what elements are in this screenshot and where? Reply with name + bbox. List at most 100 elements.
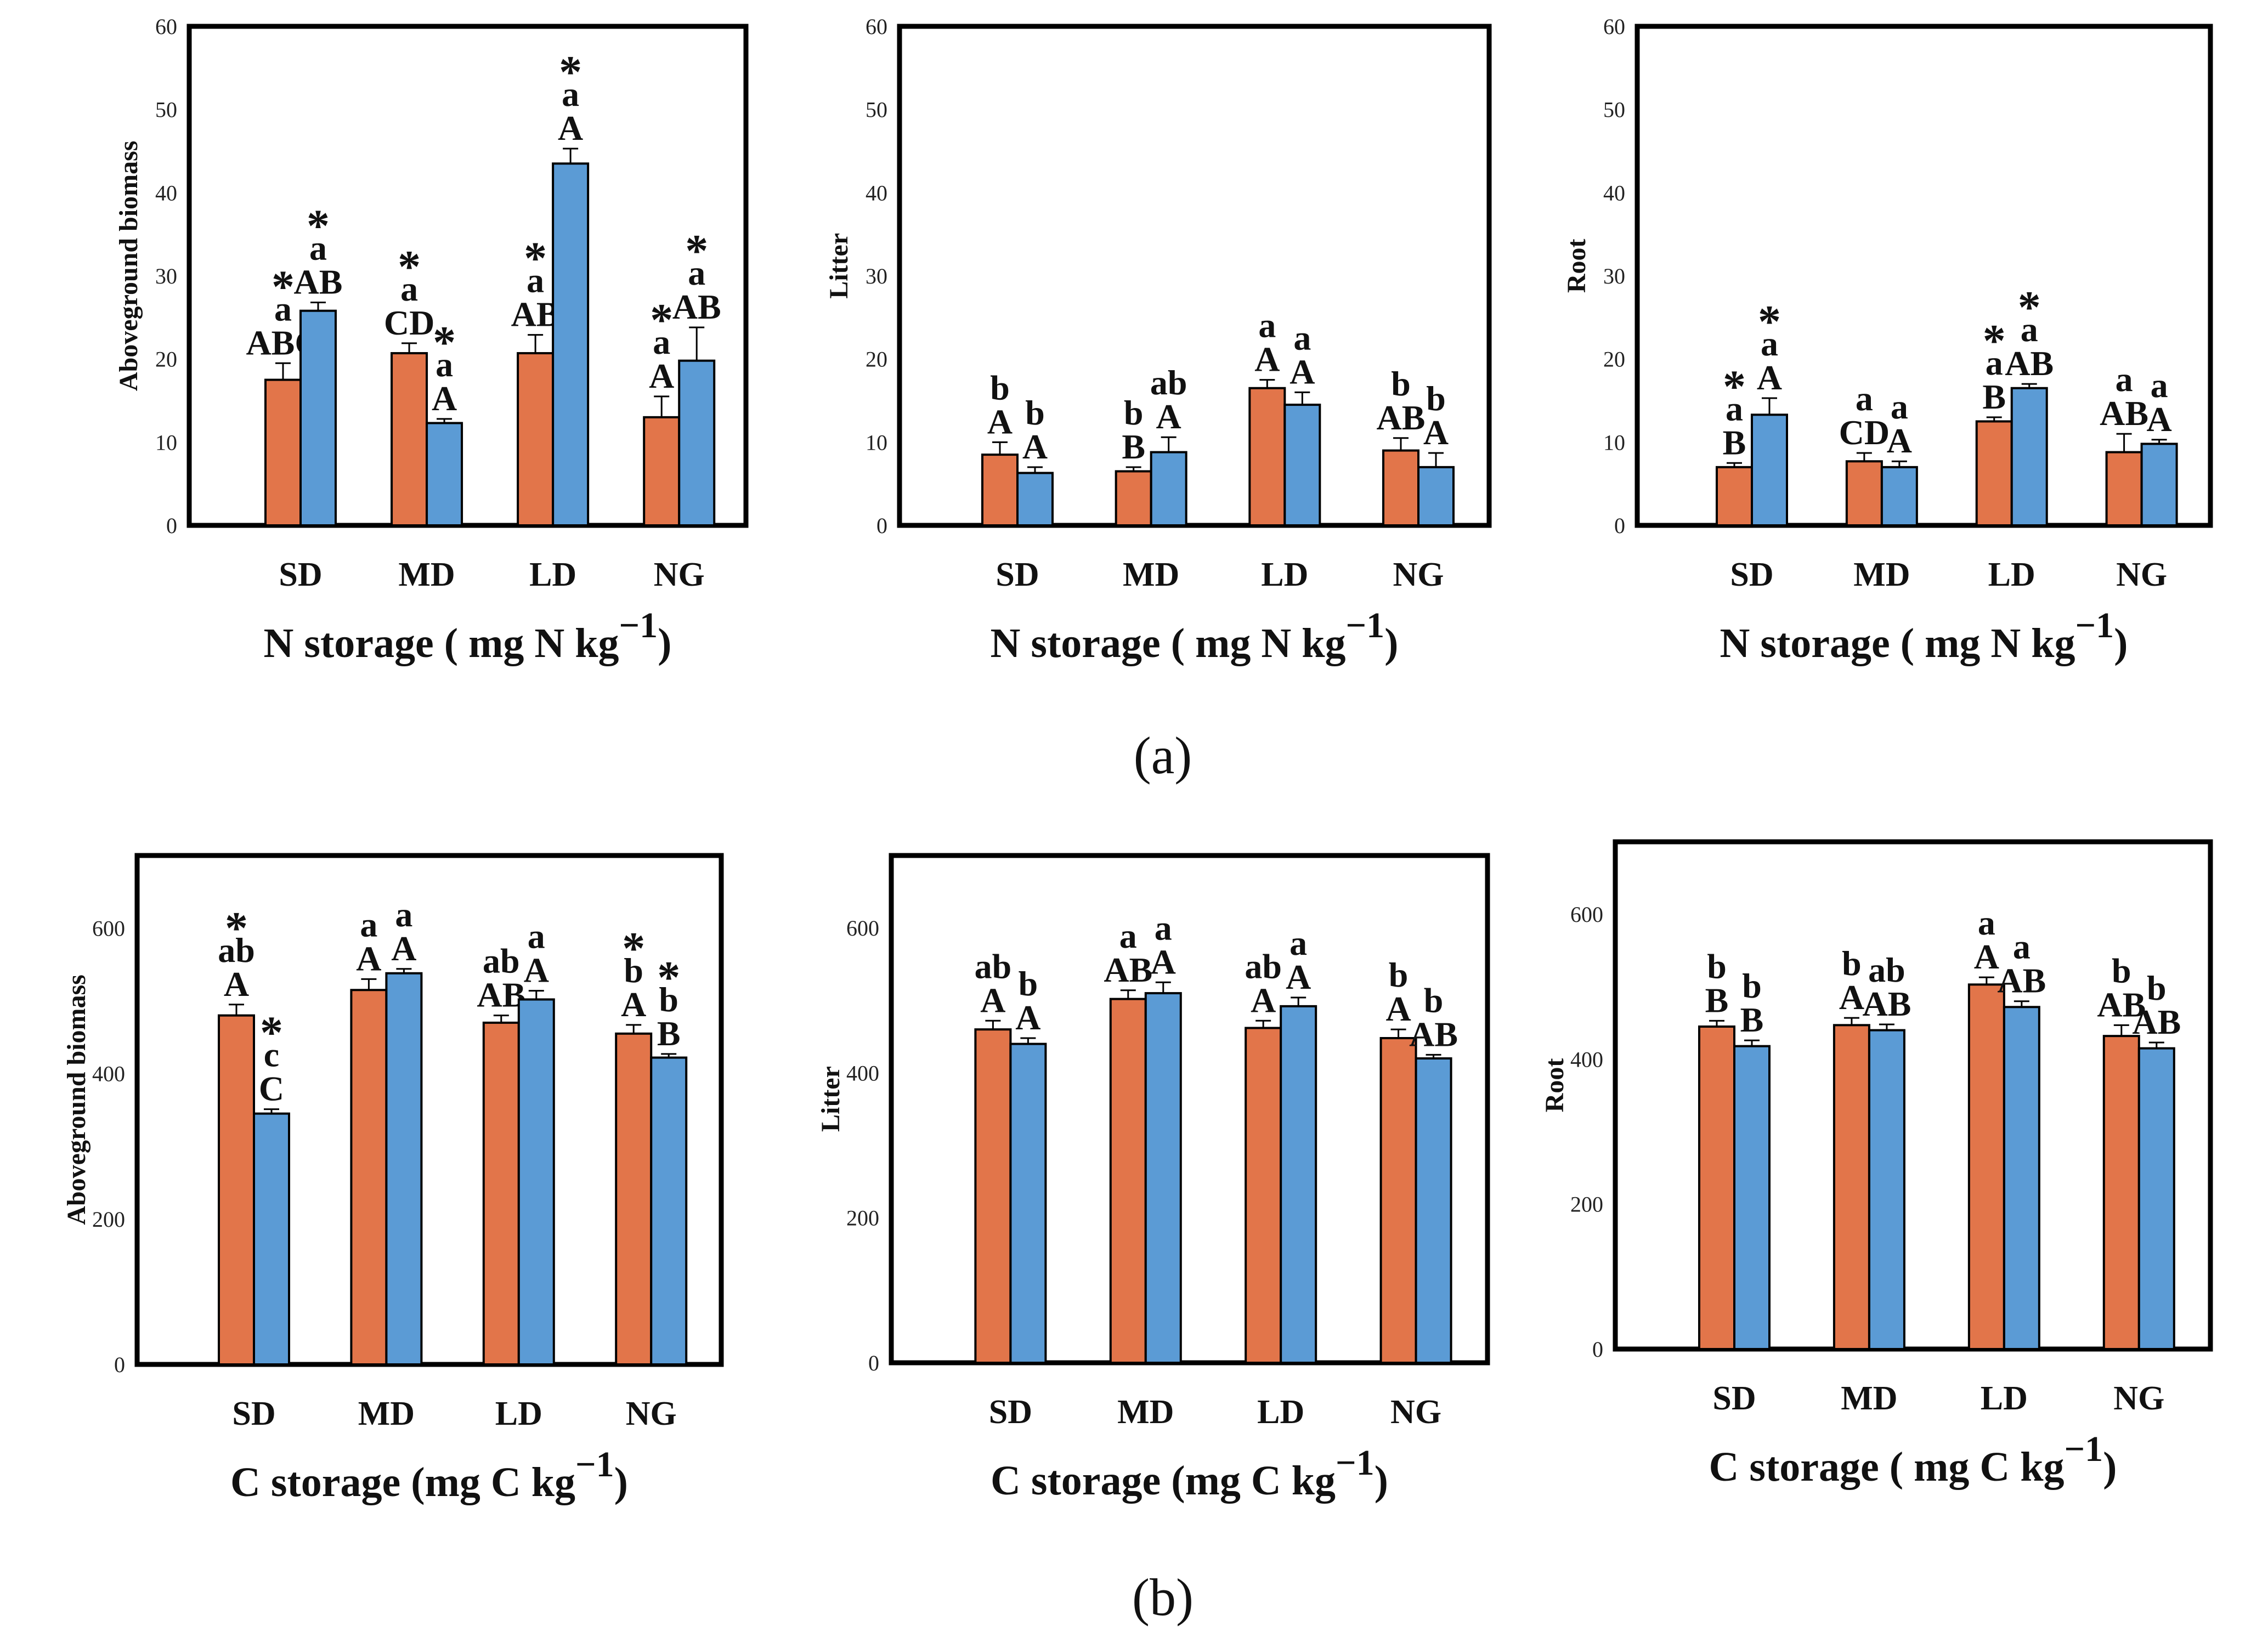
significance-letter: A (1254, 340, 1280, 379)
bar (253, 1112, 290, 1366)
y-tick-label: 50 (155, 98, 177, 122)
bar (1833, 1024, 1870, 1350)
significance-letter: ab (975, 947, 1012, 985)
x-axis-label: N storage ( mg N kg−1) (1720, 605, 2128, 666)
significance-letter: A (1289, 352, 1315, 391)
significance-letter: b (1019, 964, 1038, 1003)
significance-star: * (559, 47, 582, 98)
significance-star: * (657, 952, 680, 1003)
significance-letter: a (395, 895, 412, 934)
bar (1245, 1027, 1282, 1364)
x-axis-label: N storage ( mg N kg−1) (991, 605, 1399, 666)
significance-letter: a (1289, 924, 1307, 962)
x-tick-label: MD (1841, 1380, 1897, 1417)
x-tick-label: LD (1981, 1380, 2028, 1417)
bar (1283, 404, 1321, 526)
bar (650, 1056, 688, 1366)
significance-letter: ab (1150, 363, 1187, 402)
x-axis-label: C storage (mg C kg−1) (991, 1443, 1388, 1504)
x-tick-label: MD (1123, 556, 1179, 593)
bar (2140, 443, 2178, 526)
significance-letter: a (360, 905, 377, 944)
significance-letter: AB (477, 976, 525, 1015)
plot-frame (897, 24, 1492, 528)
x-tick-label: LD (1261, 556, 1308, 593)
x-tick-label: NG (2113, 1380, 2164, 1417)
significance-letter: b (1707, 947, 1727, 985)
y-tick-label: 60 (1603, 14, 1625, 39)
bar (517, 352, 555, 526)
y-tick-label: 40 (1603, 180, 1625, 205)
significance-letter: A (1839, 978, 1864, 1017)
y-tick-label: 60 (155, 14, 177, 39)
significance-letter: A (356, 939, 381, 978)
bar (2137, 1047, 2175, 1351)
y-tick-label: 0 (876, 513, 887, 538)
significance-letter: b (1842, 944, 1862, 983)
significance-letter: b (1391, 364, 1411, 403)
significance-letter: A (391, 929, 416, 968)
significance-letter: AB (672, 287, 721, 326)
significance-letter: B (1122, 427, 1145, 466)
significance-letter: a (2151, 366, 2168, 405)
significance-letter: b (2112, 951, 2131, 990)
bar (1698, 1025, 1735, 1350)
significance-letter: b (1389, 955, 1409, 994)
y-tick-label: 40 (155, 180, 177, 205)
x-tick-label: NG (626, 1395, 677, 1432)
significance-letter: a (435, 345, 453, 384)
bar (643, 416, 681, 526)
bar (1975, 420, 2013, 527)
x-tick-label: MD (1117, 1393, 1174, 1431)
y-tick-label: 0 (114, 1352, 125, 1377)
x-tick-label: MD (358, 1395, 415, 1432)
significance-letter: AB (2100, 394, 2148, 433)
bar (1716, 466, 1753, 526)
significance-letter: a (1293, 318, 1311, 357)
significance-letter: C (259, 1069, 284, 1108)
x-tick-label: LD (1988, 556, 2035, 593)
significance-letter: a (274, 289, 292, 328)
significance-letter: CD (384, 303, 434, 342)
significance-letter: b (1742, 966, 1762, 1005)
significance-letter: a (1258, 306, 1276, 345)
x-tick-label: NG (2116, 556, 2167, 593)
significance-letter: a (1155, 908, 1172, 947)
significance-star: * (622, 923, 645, 974)
y-tick-label: 20 (155, 347, 177, 372)
y-tick-label: 200 (846, 1206, 879, 1231)
y-tick-label: 600 (1570, 902, 1603, 927)
y-tick-label: 40 (866, 180, 887, 205)
bar (517, 998, 555, 1366)
y-tick-label: 0 (868, 1351, 879, 1375)
significance-letter: A (1423, 413, 1449, 452)
y-axis-label: Litter (824, 233, 853, 299)
bar (1150, 451, 1187, 526)
bar (1382, 449, 1419, 526)
significance-letter: B (1982, 377, 2006, 416)
y-tick-label: 30 (155, 264, 177, 288)
significance-letter: c (264, 1035, 279, 1074)
y-tick-label: 200 (1570, 1192, 1603, 1217)
bar (2010, 387, 2048, 526)
significance-letter: CD (1839, 413, 1890, 452)
bar (1733, 1045, 1771, 1350)
y-tick-label: 30 (1603, 264, 1625, 288)
bar (350, 989, 388, 1366)
x-tick-label: NG (1390, 1393, 1441, 1431)
significance-letter: A (1156, 397, 1181, 436)
y-tick-label: 600 (92, 916, 125, 941)
significance-star: * (650, 294, 673, 345)
y-tick-label: 50 (1603, 98, 1625, 122)
significance-letter: a (309, 229, 327, 268)
significance-letter: ab (1245, 947, 1282, 985)
y-tick-label: 10 (866, 430, 887, 455)
significance-letter: b (1424, 981, 1444, 1019)
bar (1009, 1043, 1047, 1364)
significance-letter: a (528, 917, 545, 956)
bar (1016, 472, 1054, 527)
significance-star: * (1723, 361, 1746, 412)
